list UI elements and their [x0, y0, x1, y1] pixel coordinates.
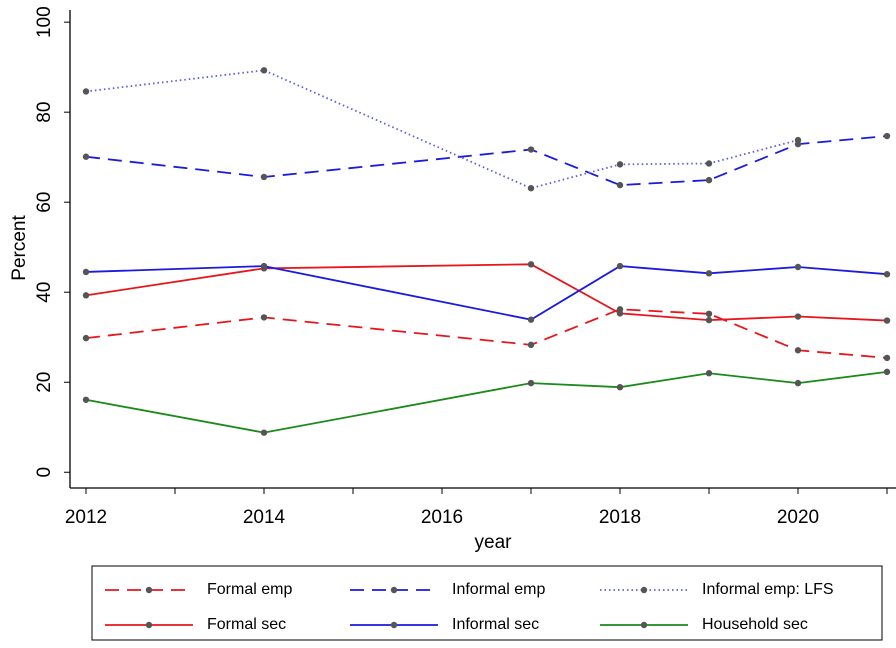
legend-box	[91, 565, 883, 641]
legend-marker	[640, 621, 648, 629]
legend-marker	[640, 586, 648, 594]
legend-label: Informal emp: LFS	[702, 581, 834, 598]
series-line	[85, 69, 799, 190]
legend-label: Formal emp	[207, 581, 292, 598]
x-tick-label: 2014	[243, 507, 286, 528]
point	[82, 88, 90, 95]
point	[794, 379, 802, 387]
point	[705, 176, 713, 184]
point	[883, 368, 891, 376]
point	[527, 316, 535, 323]
legend-label: Informal sec	[452, 616, 539, 633]
point	[82, 396, 90, 403]
point	[883, 271, 891, 278]
point	[616, 181, 624, 189]
legend-label: Household sec	[702, 616, 808, 633]
point	[527, 379, 535, 387]
point	[616, 310, 624, 317]
legend: Formal emp Informal emp Informal emp: LFS F…	[91, 565, 883, 641]
legend-marker	[145, 621, 153, 629]
point	[616, 262, 624, 270]
legend-label: Informal emp	[452, 581, 545, 598]
y-tick-label: 0	[34, 467, 55, 478]
point	[82, 292, 90, 299]
series-line	[85, 308, 888, 359]
point	[883, 132, 891, 140]
y-axis-label: Percent	[9, 215, 30, 281]
point	[260, 173, 268, 181]
y-tick-label: 80	[34, 102, 55, 123]
point	[527, 261, 535, 268]
point	[527, 341, 535, 349]
point	[260, 67, 268, 74]
point	[794, 347, 802, 354]
series-line	[85, 135, 888, 186]
y-tick-label: 60	[34, 192, 55, 213]
legend-marker	[390, 621, 398, 629]
point	[794, 263, 802, 271]
point	[82, 153, 90, 160]
series-line	[85, 370, 888, 434]
legend-label: Formal sec	[207, 616, 286, 633]
y-tick-label: 100	[34, 6, 55, 38]
point	[705, 370, 713, 377]
x-tick-label: 2020	[777, 507, 819, 528]
point	[705, 270, 713, 277]
point	[82, 334, 90, 342]
point	[616, 383, 624, 391]
legend-marker	[390, 586, 398, 594]
legend-marker	[145, 586, 153, 594]
point	[883, 317, 891, 324]
x-tick-label: 2018	[599, 507, 641, 528]
x-tick-label: 2016	[421, 507, 463, 528]
y-tick-label: 40	[34, 282, 55, 303]
point	[705, 316, 713, 324]
series-line	[85, 263, 888, 322]
point	[260, 314, 268, 321]
point	[260, 262, 268, 270]
point	[527, 185, 535, 192]
y-tick-label: 20	[34, 372, 55, 393]
x-axis-label: year	[475, 532, 513, 553]
point	[616, 161, 624, 168]
point	[705, 160, 713, 167]
point	[260, 429, 268, 436]
point	[705, 310, 713, 318]
point	[794, 136, 802, 144]
point	[82, 268, 90, 276]
series-line	[85, 265, 888, 321]
x-tick-label: 2012	[65, 507, 107, 528]
point	[527, 146, 535, 153]
point	[883, 354, 891, 362]
point	[794, 313, 802, 320]
